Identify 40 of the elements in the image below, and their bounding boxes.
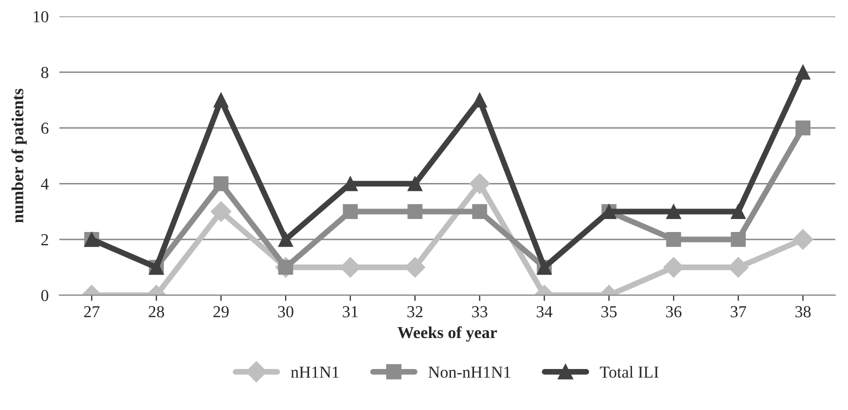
point xyxy=(795,120,810,136)
point xyxy=(472,92,488,108)
point xyxy=(666,204,682,220)
x-tick-label: 35 xyxy=(601,306,617,318)
point xyxy=(214,92,228,108)
y-tick-label: 10 xyxy=(34,11,48,22)
x-tick-label: 37 xyxy=(730,306,746,318)
point xyxy=(214,176,228,192)
point xyxy=(666,232,682,247)
x-axis-title: Weeks of year xyxy=(398,326,497,342)
y-tick-label: 6 xyxy=(41,122,48,134)
point xyxy=(730,232,746,247)
x-tick-label: 36 xyxy=(666,306,682,318)
x-tick-label: 38 xyxy=(795,306,811,318)
x-tick-label: 27 xyxy=(84,306,100,318)
point xyxy=(210,201,232,222)
x-tick-label: 30 xyxy=(278,306,294,318)
y-tick-label: 4 xyxy=(40,178,49,190)
point xyxy=(795,64,810,80)
x-tick-label: 28 xyxy=(148,306,164,318)
point xyxy=(408,204,422,220)
legend-label: Total ILI xyxy=(600,366,658,378)
y-tick-label: 8 xyxy=(41,66,48,78)
y-tick-label: 2 xyxy=(41,234,48,246)
x-tick-label: 32 xyxy=(407,306,422,318)
y-tick-label: 0 xyxy=(41,290,48,302)
point xyxy=(792,229,814,250)
point xyxy=(278,232,294,247)
y-axis-title: number of patients xyxy=(11,88,27,223)
point xyxy=(469,173,490,194)
point xyxy=(408,176,422,192)
point xyxy=(472,204,488,220)
x-tick-label: 33 xyxy=(472,306,488,318)
point xyxy=(342,204,358,220)
legend-label: nH1N1 xyxy=(290,366,339,378)
point xyxy=(730,204,746,220)
legend-label: Non-nH1N1 xyxy=(428,366,510,378)
x-tick-label: 31 xyxy=(342,306,358,318)
x-tick-label: 34 xyxy=(536,306,552,318)
x-tick-label: 29 xyxy=(213,306,229,318)
